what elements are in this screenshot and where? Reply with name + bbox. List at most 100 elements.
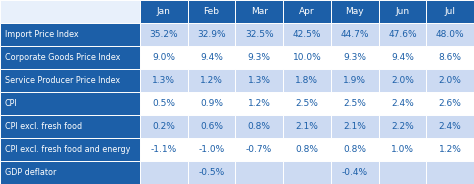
Bar [235, 23, 283, 46]
Bar [379, 92, 426, 115]
Bar [0, 0, 140, 23]
Text: 42.5%: 42.5% [292, 30, 321, 39]
Bar [140, 92, 188, 115]
Text: 2.6%: 2.6% [439, 99, 462, 108]
Bar [331, 46, 379, 69]
Text: -0.7%: -0.7% [246, 145, 272, 154]
Text: 0.9%: 0.9% [200, 99, 223, 108]
Text: CPI excl. fresh food and energy: CPI excl. fresh food and energy [5, 145, 130, 154]
Text: 1.9%: 1.9% [343, 76, 366, 85]
Bar [379, 138, 426, 161]
Bar [188, 161, 235, 184]
Bar [426, 46, 474, 69]
Text: -0.5%: -0.5% [198, 168, 225, 177]
Text: 2.0%: 2.0% [391, 76, 414, 85]
Bar [140, 69, 188, 92]
Bar [188, 0, 235, 23]
Text: 1.2%: 1.2% [248, 99, 271, 108]
Text: Jun: Jun [395, 7, 410, 16]
Bar [426, 92, 474, 115]
Bar [0, 69, 140, 92]
Bar [235, 46, 283, 69]
Bar [379, 69, 426, 92]
Bar [188, 92, 235, 115]
Text: 48.0%: 48.0% [436, 30, 465, 39]
Bar [379, 161, 426, 184]
Bar [188, 23, 235, 46]
Text: 2.2%: 2.2% [391, 122, 414, 131]
Text: CPI excl. fresh food: CPI excl. fresh food [5, 122, 82, 131]
Bar [140, 0, 188, 23]
Text: 0.8%: 0.8% [248, 122, 271, 131]
Bar [426, 138, 474, 161]
Bar [283, 46, 331, 69]
Text: Service Producer Price Index: Service Producer Price Index [5, 76, 120, 85]
Text: 1.8%: 1.8% [295, 76, 319, 85]
Bar [140, 23, 188, 46]
Bar [331, 92, 379, 115]
Bar [0, 161, 140, 184]
Text: 2.4%: 2.4% [391, 99, 414, 108]
Bar [426, 115, 474, 138]
Text: 9.4%: 9.4% [200, 53, 223, 62]
Text: 35.2%: 35.2% [149, 30, 178, 39]
Bar [283, 23, 331, 46]
Text: 32.5%: 32.5% [245, 30, 273, 39]
Bar [140, 138, 188, 161]
Text: 0.2%: 0.2% [152, 122, 175, 131]
Bar [379, 115, 426, 138]
Bar [283, 69, 331, 92]
Text: 10.0%: 10.0% [292, 53, 321, 62]
Text: Mar: Mar [251, 7, 268, 16]
Text: 2.1%: 2.1% [295, 122, 319, 131]
Text: 9.3%: 9.3% [248, 53, 271, 62]
Text: -1.0%: -1.0% [198, 145, 225, 154]
Bar [283, 138, 331, 161]
Text: 9.4%: 9.4% [391, 53, 414, 62]
Text: 2.4%: 2.4% [439, 122, 462, 131]
Text: 0.6%: 0.6% [200, 122, 223, 131]
Text: 1.2%: 1.2% [439, 145, 462, 154]
Bar [140, 115, 188, 138]
Bar [331, 0, 379, 23]
Bar [188, 69, 235, 92]
Bar [235, 69, 283, 92]
Text: 44.7%: 44.7% [340, 30, 369, 39]
Text: -1.1%: -1.1% [151, 145, 177, 154]
Bar [283, 161, 331, 184]
Text: May: May [346, 7, 364, 16]
Bar [426, 69, 474, 92]
Bar [188, 138, 235, 161]
Bar [283, 0, 331, 23]
Bar [235, 115, 283, 138]
Text: -0.4%: -0.4% [342, 168, 368, 177]
Text: CPI: CPI [5, 99, 18, 108]
Text: 0.8%: 0.8% [343, 145, 366, 154]
Text: 9.0%: 9.0% [152, 53, 175, 62]
Text: Apr: Apr [299, 7, 315, 16]
Text: 1.3%: 1.3% [152, 76, 175, 85]
Bar [283, 115, 331, 138]
Text: 1.3%: 1.3% [248, 76, 271, 85]
Text: 1.2%: 1.2% [200, 76, 223, 85]
Bar [188, 46, 235, 69]
Bar [0, 138, 140, 161]
Bar [426, 0, 474, 23]
Bar [331, 23, 379, 46]
Text: 32.9%: 32.9% [197, 30, 226, 39]
Text: 8.6%: 8.6% [438, 53, 462, 62]
Text: Jan: Jan [157, 7, 171, 16]
Text: 2.1%: 2.1% [343, 122, 366, 131]
Bar [331, 115, 379, 138]
Bar [140, 161, 188, 184]
Text: 0.5%: 0.5% [152, 99, 175, 108]
Bar [379, 23, 426, 46]
Bar [235, 92, 283, 115]
Bar [235, 0, 283, 23]
Bar [0, 92, 140, 115]
Bar [426, 161, 474, 184]
Bar [426, 23, 474, 46]
Bar [331, 69, 379, 92]
Text: 2.0%: 2.0% [439, 76, 462, 85]
Text: 47.6%: 47.6% [388, 30, 417, 39]
